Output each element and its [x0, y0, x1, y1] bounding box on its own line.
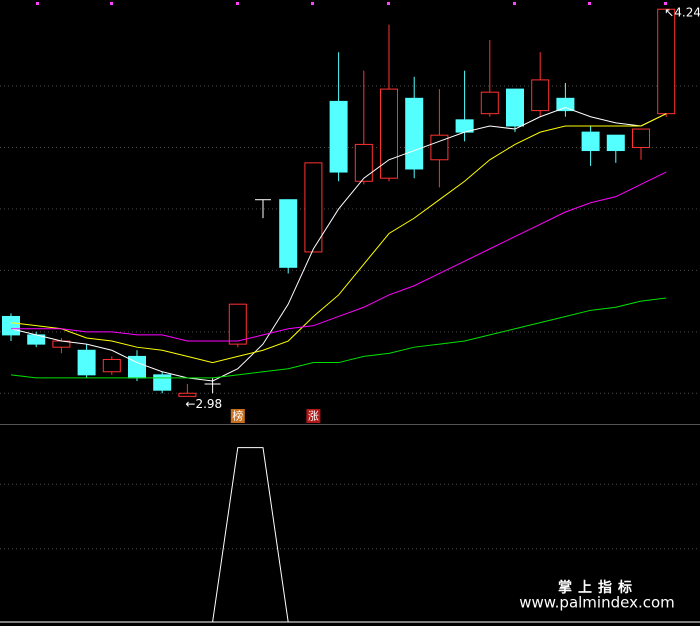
moving-average — [10, 113, 667, 364]
candle-body — [153, 374, 172, 391]
marker — [513, 2, 516, 5]
marker — [110, 2, 113, 5]
marker — [36, 2, 39, 5]
candle-body — [606, 134, 625, 152]
candle-body — [405, 97, 424, 170]
marker — [236, 2, 239, 5]
moving-average — [10, 297, 667, 379]
high-label: ↖4.24 — [664, 6, 700, 20]
tag: 榜 — [232, 409, 243, 423]
marker — [588, 2, 591, 5]
moving-average — [11, 171, 667, 342]
period-markers — [36, 2, 667, 5]
candle-body — [531, 79, 550, 112]
watermark: 掌上指标 — [558, 579, 638, 596]
watermark: www.palmindex.com — [519, 594, 675, 612]
low-label: ←2.98 — [185, 397, 222, 411]
candle-body — [228, 303, 247, 345]
candle-body — [304, 162, 323, 253]
candle-body — [657, 8, 676, 115]
candle-body — [354, 143, 373, 182]
candle-body — [102, 358, 121, 373]
candle-body — [480, 91, 499, 115]
candle-body — [581, 131, 600, 152]
moving-average — [10, 107, 667, 382]
candle-body — [279, 199, 298, 268]
marker — [311, 2, 314, 5]
candle-body — [506, 88, 524, 127]
candle-body — [430, 134, 449, 161]
candle-body — [77, 349, 96, 376]
candle-body — [556, 97, 575, 112]
candle-body — [178, 392, 197, 397]
tag: 涨 — [308, 410, 319, 423]
tag-box — [306, 409, 321, 423]
marker — [664, 2, 667, 5]
candle-body — [632, 128, 650, 148]
candle-body — [380, 88, 398, 179]
marker — [387, 2, 390, 5]
candle-body — [329, 100, 348, 173]
candle-body — [2, 315, 20, 336]
tag-box — [230, 409, 245, 423]
indicator-line — [11, 447, 667, 623]
